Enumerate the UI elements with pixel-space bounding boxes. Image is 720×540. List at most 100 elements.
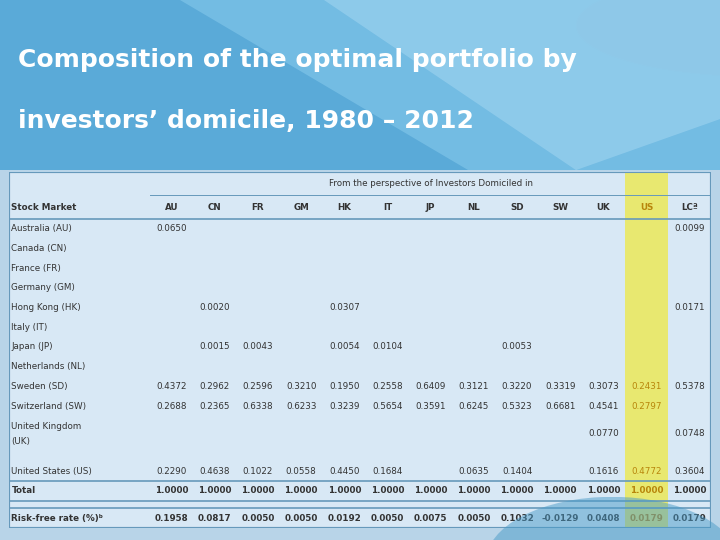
Text: 1.0000: 1.0000 bbox=[155, 486, 189, 495]
Text: 1.0000: 1.0000 bbox=[241, 486, 275, 495]
Text: 0.0099: 0.0099 bbox=[675, 224, 705, 233]
Text: France (FR): France (FR) bbox=[12, 264, 61, 273]
Text: Total: Total bbox=[12, 486, 36, 495]
Text: 1.0000: 1.0000 bbox=[198, 486, 232, 495]
Text: 0.0020: 0.0020 bbox=[199, 303, 230, 312]
Text: 0.0770: 0.0770 bbox=[588, 429, 618, 438]
Text: 0.4450: 0.4450 bbox=[329, 467, 359, 476]
Text: 0.0050: 0.0050 bbox=[457, 514, 490, 523]
Polygon shape bbox=[324, 0, 720, 170]
Bar bbox=[625, 481, 668, 501]
Text: 1.0000: 1.0000 bbox=[673, 486, 706, 495]
Bar bbox=[625, 318, 668, 337]
Text: 0.0307: 0.0307 bbox=[329, 303, 360, 312]
Text: 0.0053: 0.0053 bbox=[502, 342, 533, 352]
Text: 0.0558: 0.0558 bbox=[286, 467, 317, 476]
Text: 0.6233: 0.6233 bbox=[286, 402, 317, 410]
Text: Italy (IT): Italy (IT) bbox=[12, 323, 48, 332]
Text: United States (US): United States (US) bbox=[12, 467, 92, 476]
Text: GM: GM bbox=[293, 202, 309, 212]
Bar bbox=[625, 416, 668, 451]
Text: 0.6245: 0.6245 bbox=[459, 402, 489, 410]
Text: 1.0000: 1.0000 bbox=[457, 486, 490, 495]
Text: Composition of the optimal portfolio by: Composition of the optimal portfolio by bbox=[18, 48, 577, 72]
Text: 0.1684: 0.1684 bbox=[372, 467, 402, 476]
Text: LCª: LCª bbox=[681, 202, 698, 212]
Text: 0.1404: 0.1404 bbox=[502, 467, 532, 476]
Text: -0.0129: -0.0129 bbox=[541, 514, 579, 523]
Text: Australia (AU): Australia (AU) bbox=[12, 224, 72, 233]
Text: 0.0054: 0.0054 bbox=[329, 342, 360, 352]
Text: 0.4541: 0.4541 bbox=[588, 402, 618, 410]
Text: Netherlands (NL): Netherlands (NL) bbox=[12, 362, 86, 371]
Text: United Kingdom: United Kingdom bbox=[12, 422, 81, 431]
Bar bbox=[625, 461, 668, 481]
Text: 0.4638: 0.4638 bbox=[199, 467, 230, 476]
Text: 0.3591: 0.3591 bbox=[415, 402, 446, 410]
Text: 0.5654: 0.5654 bbox=[372, 402, 402, 410]
Text: 0.2431: 0.2431 bbox=[631, 382, 662, 391]
Text: 0.0635: 0.0635 bbox=[459, 467, 489, 476]
Bar bbox=[625, 337, 668, 357]
Text: Risk-free rate (%)ᵇ: Risk-free rate (%)ᵇ bbox=[12, 514, 104, 523]
Text: SW: SW bbox=[552, 202, 568, 212]
Bar bbox=[625, 509, 668, 528]
Text: 1.0000: 1.0000 bbox=[371, 486, 405, 495]
Text: AU: AU bbox=[165, 202, 179, 212]
Text: 0.2290: 0.2290 bbox=[156, 467, 187, 476]
Text: IT: IT bbox=[383, 202, 392, 212]
Text: CN: CN bbox=[208, 202, 222, 212]
Text: US: US bbox=[640, 202, 653, 212]
Text: 0.1958: 0.1958 bbox=[155, 514, 189, 523]
Text: 0.0050: 0.0050 bbox=[284, 514, 318, 523]
Bar bbox=[625, 219, 668, 239]
Text: 1.0000: 1.0000 bbox=[414, 486, 447, 495]
Text: 1.0000: 1.0000 bbox=[500, 486, 534, 495]
Text: 0.0192: 0.0192 bbox=[328, 514, 361, 523]
Text: 0.1022: 0.1022 bbox=[243, 467, 273, 476]
Text: 0.3073: 0.3073 bbox=[588, 382, 618, 391]
Text: 0.0817: 0.0817 bbox=[198, 514, 232, 523]
Text: 0.5378: 0.5378 bbox=[675, 382, 705, 391]
Text: 0.5323: 0.5323 bbox=[502, 402, 532, 410]
Bar bbox=[625, 258, 668, 278]
Text: Switzerland (SW): Switzerland (SW) bbox=[12, 402, 86, 410]
Text: 0.0179: 0.0179 bbox=[673, 514, 706, 523]
Text: 0.6338: 0.6338 bbox=[243, 402, 274, 410]
Text: 0.3604: 0.3604 bbox=[675, 467, 705, 476]
Bar bbox=[625, 278, 668, 298]
Text: 0.3239: 0.3239 bbox=[329, 402, 359, 410]
Text: UK: UK bbox=[597, 202, 611, 212]
Text: HK: HK bbox=[338, 202, 351, 212]
Text: 1.0000: 1.0000 bbox=[284, 486, 318, 495]
Bar bbox=[625, 451, 668, 461]
Bar bbox=[625, 172, 668, 195]
Text: 0.6409: 0.6409 bbox=[415, 382, 446, 391]
Text: 0.1950: 0.1950 bbox=[329, 382, 359, 391]
Text: Canada (CN): Canada (CN) bbox=[12, 244, 67, 253]
Text: 0.3121: 0.3121 bbox=[459, 382, 489, 391]
Text: 0.2596: 0.2596 bbox=[243, 382, 273, 391]
Text: NL: NL bbox=[467, 202, 480, 212]
Text: 0.4772: 0.4772 bbox=[631, 467, 662, 476]
Text: Hong Kong (HK): Hong Kong (HK) bbox=[12, 303, 81, 312]
Text: SD: SD bbox=[510, 202, 524, 212]
Text: 1.0000: 1.0000 bbox=[630, 486, 663, 495]
Text: 0.3210: 0.3210 bbox=[286, 382, 317, 391]
Text: 0.3319: 0.3319 bbox=[545, 382, 575, 391]
Bar bbox=[625, 357, 668, 376]
Text: 1.0000: 1.0000 bbox=[544, 486, 577, 495]
Text: 1.0000: 1.0000 bbox=[587, 486, 620, 495]
Text: FR: FR bbox=[252, 202, 264, 212]
Bar bbox=[625, 376, 668, 396]
Text: 0.1032: 0.1032 bbox=[500, 514, 534, 523]
Text: 0.0050: 0.0050 bbox=[241, 514, 275, 523]
Text: 0.4372: 0.4372 bbox=[156, 382, 187, 391]
Text: 0.0104: 0.0104 bbox=[372, 342, 402, 352]
Text: From the perspective of Investors Domiciled in: From the perspective of Investors Domici… bbox=[329, 179, 533, 188]
Text: (UK): (UK) bbox=[12, 437, 30, 446]
Bar bbox=[625, 195, 668, 219]
Bar bbox=[625, 239, 668, 258]
Bar bbox=[625, 501, 668, 509]
Bar bbox=[625, 396, 668, 416]
